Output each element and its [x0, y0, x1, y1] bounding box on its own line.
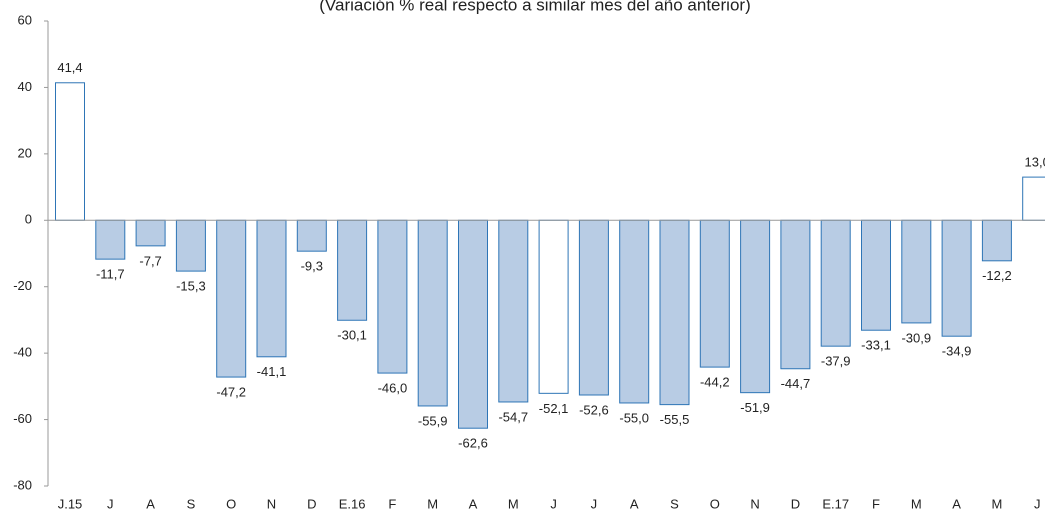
- value-label: -37,9: [821, 354, 851, 369]
- bar: [256, 219, 287, 358]
- bar: [538, 219, 569, 394]
- x-tick-label: J: [550, 496, 557, 511]
- value-label: -51,9: [740, 400, 770, 415]
- bar: [619, 219, 650, 404]
- bar: [95, 219, 126, 260]
- bar: [377, 219, 408, 374]
- value-label: -30,1: [337, 328, 367, 343]
- bar: [175, 219, 206, 272]
- y-tick-label: 0: [25, 212, 32, 227]
- y-tick-label: -80: [13, 477, 32, 492]
- value-label: -47,2: [216, 384, 246, 399]
- value-label: -52,1: [539, 401, 569, 416]
- x-tick-label: A: [146, 496, 155, 511]
- value-label: -55,0: [619, 410, 649, 425]
- bar: [981, 219, 1012, 262]
- value-label: 41,4: [57, 60, 82, 75]
- y-tick-label: -60: [13, 411, 32, 426]
- x-tick-label: A: [952, 496, 961, 511]
- value-label: 13,0: [1025, 155, 1045, 170]
- value-label: -44,7: [781, 376, 811, 391]
- bar: [458, 219, 488, 429]
- x-tick-label: M: [427, 496, 438, 511]
- x-tick-label: M: [508, 496, 519, 511]
- bar: [941, 219, 972, 337]
- x-tick-label: N: [750, 496, 759, 511]
- bar: [1022, 176, 1045, 221]
- bar: [901, 219, 932, 324]
- x-tick-label: N: [267, 496, 276, 511]
- value-label: -15,3: [176, 279, 206, 294]
- x-tick-label: E.16: [339, 496, 366, 511]
- bar: [861, 219, 891, 331]
- value-label: -7,7: [139, 253, 161, 268]
- x-tick-label: F: [872, 496, 880, 511]
- bar: [659, 219, 690, 406]
- value-label: -33,1: [861, 338, 891, 353]
- x-tick-label: J: [1034, 496, 1041, 511]
- x-tick-label: A: [630, 496, 639, 511]
- x-tick-label: M: [991, 496, 1002, 511]
- value-label: -55,9: [418, 413, 448, 428]
- value-label: -41,1: [257, 364, 287, 379]
- y-tick-label: 60: [18, 12, 32, 27]
- x-tick-label: O: [710, 496, 720, 511]
- x-tick-label: D: [791, 496, 800, 511]
- bar: [578, 219, 609, 396]
- bar: [216, 219, 247, 378]
- bar: [699, 219, 730, 368]
- x-tick-label: A: [469, 496, 478, 511]
- y-tick-label: -40: [13, 345, 32, 360]
- x-tick-label: E.17: [822, 496, 849, 511]
- bar: [417, 219, 448, 407]
- x-tick-label: S: [670, 496, 679, 511]
- value-label: -34,9: [942, 344, 972, 359]
- x-tick-label: M: [911, 496, 922, 511]
- x-tick-label: J: [107, 496, 114, 511]
- y-tick-label: 40: [18, 79, 32, 94]
- bar: [296, 219, 327, 252]
- x-tick-label: F: [388, 496, 396, 511]
- bar: [780, 219, 811, 370]
- bar: [55, 82, 85, 221]
- x-tick-label: J.15: [58, 496, 83, 511]
- value-label: -30,9: [901, 330, 931, 345]
- chart-subtitle: (Variación % real respecto a similar mes…: [319, 0, 750, 14]
- x-tick-label: D: [307, 496, 316, 511]
- y-tick-label: -20: [13, 278, 32, 293]
- x-tick-label: S: [187, 496, 196, 511]
- value-label: -9,3: [301, 259, 323, 274]
- value-label: -44,2: [700, 375, 730, 390]
- value-label: -46,0: [378, 381, 408, 396]
- bar: [135, 219, 166, 247]
- value-label: -54,7: [498, 409, 528, 424]
- value-label: -11,7: [96, 267, 125, 282]
- x-tick-label: O: [226, 496, 236, 511]
- bar: [820, 219, 851, 347]
- bar: [498, 219, 529, 403]
- bar: [740, 219, 771, 394]
- y-tick-label: 20: [18, 145, 32, 160]
- value-label: -62,6: [458, 436, 488, 451]
- x-tick-label: J: [591, 496, 598, 511]
- value-label: -12,2: [982, 268, 1012, 283]
- value-label: -55,5: [660, 412, 690, 427]
- bar: [337, 219, 368, 321]
- value-label: -52,6: [579, 402, 609, 417]
